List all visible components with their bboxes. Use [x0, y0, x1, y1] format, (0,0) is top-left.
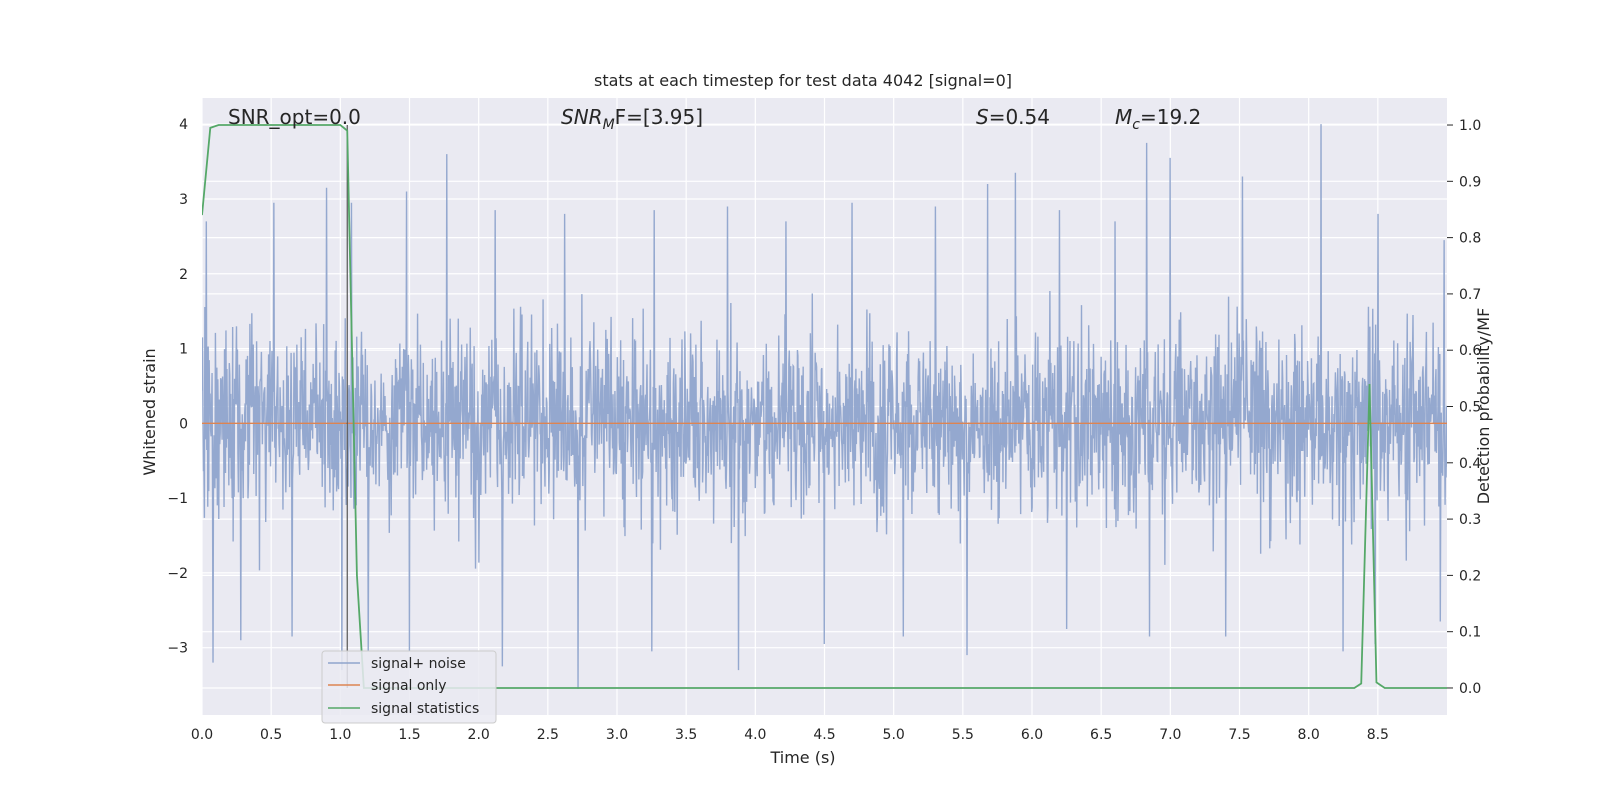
annotation-s-symbol: S [976, 105, 989, 129]
legend-label-signal-noise: signal+ noise [371, 656, 466, 672]
x-tick-label-14: 7.0 [1159, 727, 1181, 743]
x-tick-label-5: 2.5 [537, 727, 559, 743]
chart-title: stats at each timestep for test data 404… [594, 71, 1012, 90]
legend-label-signal-statistics: signal statistics [371, 701, 479, 717]
y-right-tick-label-5: 0.5 [1459, 400, 1481, 416]
x-tick-label-4: 2.0 [468, 727, 490, 743]
x-tick-label-1: 0.5 [260, 727, 282, 743]
y-axis-label-left: Whitened strain [140, 348, 159, 475]
x-tick-label-9: 4.5 [813, 727, 835, 743]
y-right-tick-label-4: 0.4 [1459, 456, 1481, 472]
x-tick-label-3: 1.5 [398, 727, 420, 743]
y-left-tick-label-1: −2 [167, 566, 188, 582]
x-axis-label: Time (s) [769, 748, 835, 767]
y-right-tick-label-10: 1.0 [1459, 118, 1481, 134]
y-right-tick-label-1: 0.1 [1459, 625, 1481, 641]
annotation-snr-mf-value: F=[3.95] [615, 105, 703, 129]
annotation-s-value: =0.54 [989, 105, 1050, 129]
y-right-tick-label-8: 0.8 [1459, 231, 1481, 247]
y-right-tick-label-6: 0.6 [1459, 343, 1481, 359]
y-right-tick-label-0: 0.0 [1459, 681, 1481, 697]
x-tick-label-16: 8.0 [1298, 727, 1320, 743]
y-left-tick-label-2: −1 [167, 491, 188, 507]
annotation-s: S=0.54 [976, 105, 1050, 129]
annotation-mc: Mc=19.2 [1115, 105, 1201, 133]
annotation-snr-mf-symbol: SNR [561, 105, 603, 129]
legend: signal+ noise signal only signal statist… [321, 650, 497, 724]
legend-box [321, 650, 497, 724]
y-left-tick-label-0: −3 [167, 641, 188, 657]
annotation-snr-mf-subscript: M [603, 117, 615, 133]
x-tick-label-15: 7.5 [1228, 727, 1250, 743]
series-signal-noise-line [202, 124, 1447, 689]
x-tick-label-7: 3.5 [675, 727, 697, 743]
annotation-snr-opt: SNR_opt=0.0 [228, 105, 361, 129]
x-tick-label-8: 4.0 [744, 727, 766, 743]
y-left-tick-label-7: 4 [179, 117, 188, 133]
annotation-mc-subscript: c [1132, 117, 1140, 133]
x-tick-label-13: 6.5 [1090, 727, 1112, 743]
legend-label-signal-only: signal only [371, 678, 446, 694]
annotation-mc-value: =19.2 [1140, 105, 1201, 129]
y-left-tick-label-6: 3 [179, 192, 188, 208]
x-tick-label-12: 6.0 [1021, 727, 1043, 743]
x-tick-label-2: 1.0 [329, 727, 351, 743]
y-left-tick-label-5: 2 [179, 267, 188, 283]
y-right-tick-label-3: 0.3 [1459, 512, 1481, 528]
x-tick-label-17: 8.5 [1367, 727, 1389, 743]
y-right-tick-label-9: 0.9 [1459, 174, 1481, 190]
x-tick-label-10: 5.0 [883, 727, 905, 743]
annotation-mc-symbol: M [1115, 105, 1132, 129]
x-tick-label-6: 3.0 [606, 727, 628, 743]
tick-labels: 0.0 0.5 1.0 1.5 2.0 2.5 3.0 3.5 4.0 4.5 5.0 5.5 6.0 6… [167, 117, 1481, 743]
y-right-tick-label-2: 0.2 [1459, 568, 1481, 584]
y-right-tick-label-7: 0.7 [1459, 287, 1481, 303]
annotation-snr-mf: SNRMF=[3.95] [561, 105, 703, 133]
y-left-tick-label-4: 1 [179, 342, 188, 358]
y-axis-label-right: Detection probability/MF [1474, 308, 1493, 505]
x-tick-label-11: 5.5 [952, 727, 974, 743]
y-left-tick-label-3: 0 [179, 416, 188, 432]
x-tick-label-0: 0.0 [191, 727, 213, 743]
